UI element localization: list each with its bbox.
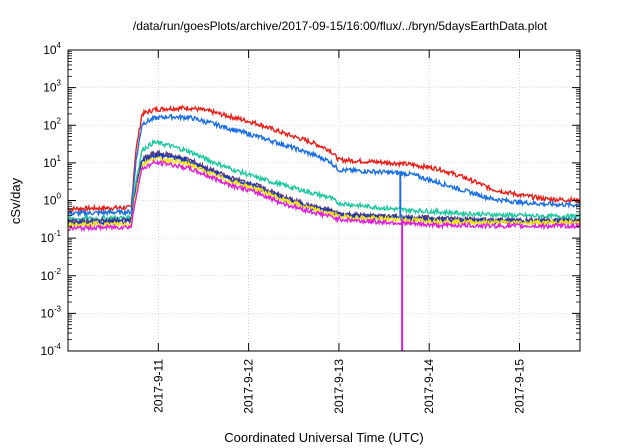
x-tick-label: 2017-9-13	[332, 359, 346, 414]
y-tick-label: 101	[43, 154, 61, 170]
x-tick-label: 2017-9-12	[242, 359, 256, 414]
y-tick-base: 10	[43, 118, 57, 132]
y-tick-label: 10-3	[41, 304, 62, 320]
chart-title: /data/run/goesPlots/archive/2017-09-15/1…	[133, 19, 548, 33]
x-tick-label: 2017-9-14	[422, 359, 436, 414]
y-axis-label: cSv/day	[8, 177, 23, 224]
y-tick-base: 10	[41, 344, 55, 358]
axis-ticks	[68, 49, 580, 352]
y-tick-label: 104	[43, 41, 61, 57]
y-tick-base: 10	[43, 43, 57, 57]
series-line-0	[67, 104, 581, 213]
y-tick-exponent: 3	[57, 79, 62, 88]
y-tick-exponent: -4	[54, 342, 62, 351]
y-tick-exponent: -2	[54, 267, 62, 276]
y-tick-base: 10	[43, 81, 57, 95]
y-tick-exponent: -1	[54, 229, 62, 238]
y-tick-label: 100	[43, 192, 61, 208]
y-tick-base: 10	[41, 231, 55, 245]
x-tick-label: 2017-9-15	[512, 359, 526, 414]
y-tick-label: 102	[43, 116, 61, 132]
y-tick-label: 103	[43, 79, 61, 95]
y-tick-base: 10	[41, 269, 55, 283]
series-line-1	[67, 113, 581, 218]
y-tick-exponent: 4	[57, 41, 62, 50]
y-tick-exponent: 1	[57, 154, 62, 163]
series-line-6	[67, 159, 581, 233]
y-tick-exponent: -3	[54, 304, 62, 313]
y-tick-base: 10	[43, 194, 57, 208]
y-tick-label: 10-2	[41, 267, 62, 283]
grid-lines	[68, 50, 580, 351]
series-layer	[67, 104, 581, 351]
y-tick-exponent: 0	[57, 192, 62, 201]
y-tick-exponent: 2	[57, 116, 62, 125]
series-line-2	[67, 138, 581, 224]
y-tick-base: 10	[41, 306, 55, 320]
x-axis-label: Coordinated Universal Time (UTC)	[224, 430, 423, 445]
y-tick-label: 10-4	[41, 342, 62, 358]
y-tick-label: 10-1	[41, 229, 62, 245]
y-tick-base: 10	[43, 156, 57, 170]
x-tick-labels: 2017-9-11 2017-9-12 2017-9-13 2017-9-14 2017…	[151, 359, 526, 414]
x-tick-label: 2017-9-11	[151, 359, 165, 413]
